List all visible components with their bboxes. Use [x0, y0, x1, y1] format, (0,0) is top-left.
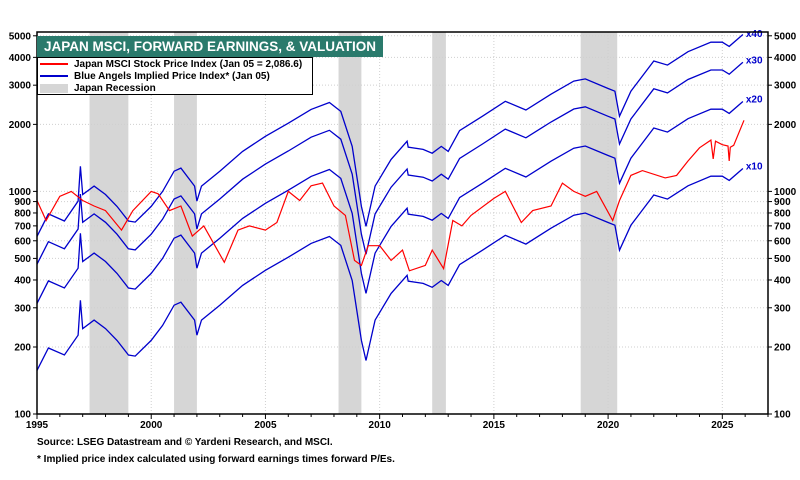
x-tick-label: 2005: [254, 420, 277, 431]
y-tick-label-left: 100: [14, 410, 31, 421]
recession-band: [89, 32, 129, 414]
axes: 100 100 200 200 300 300 400 400 500 500 600 600 700 7…: [9, 31, 797, 431]
y-tick-label-left: 600: [14, 236, 31, 247]
multiple-label: x20: [746, 94, 763, 105]
y-tick-label-left: 900: [14, 197, 31, 208]
implied-line-x10: [36, 168, 744, 371]
y-tick-label-right: 4000: [774, 53, 797, 64]
multiple-label: x30: [746, 55, 763, 66]
y-tick-label-left: 1000: [9, 187, 32, 198]
y-tick-label-left: 200: [14, 342, 31, 353]
y-tick-label-left: 300: [14, 303, 31, 314]
recession-band: [338, 32, 362, 414]
y-tick-label-right: 100: [774, 410, 791, 421]
x-tick-label: 2015: [483, 420, 506, 431]
legend-item-stock: Japan MSCI Stock Price Index (Jan 05 = 2…: [38, 58, 312, 70]
legend: Japan MSCI Stock Price Index (Jan 05 = 2…: [37, 57, 313, 95]
y-tick-label-right: 1000: [774, 187, 797, 198]
y-tick-label-left: 800: [14, 208, 31, 219]
y-tick-label-right: 300: [774, 303, 791, 314]
y-tick-label-right: 200: [774, 342, 791, 353]
recession-band: [432, 32, 446, 414]
legend-label: Japan Recession: [74, 82, 156, 94]
x-tick-label: 2020: [597, 420, 620, 431]
x-tick-label: 2000: [140, 420, 163, 431]
implied-line-x30: [36, 61, 744, 265]
legend-item-recession: Japan Recession: [38, 82, 312, 94]
multiple-label: x40: [746, 29, 763, 40]
y-tick-label-left: 400: [14, 275, 31, 286]
y-tick-label-right: 2000: [774, 120, 797, 131]
series: x10 x20 x30 x40: [36, 29, 763, 371]
stock-index-line: [36, 120, 745, 272]
legend-label: Blue Angels Implied Price Index* (Jan 05…: [74, 70, 270, 82]
chart-title: JAPAN MSCI, FORWARD EARNINGS, & VALUATIO…: [37, 36, 383, 57]
recession-band: [580, 32, 618, 414]
x-tick-label: 2025: [711, 420, 734, 431]
footnote: * Implied price index calculated using f…: [37, 454, 395, 465]
legend-label: Japan MSCI Stock Price Index (Jan 05 = 2…: [74, 58, 303, 70]
recession-bands: [89, 32, 618, 414]
legend-swatch-blue: [40, 75, 68, 77]
y-tick-label-right: 5000: [774, 31, 797, 42]
y-tick-label-left: 500: [14, 254, 31, 265]
source-note: Source: LSEG Datastream and © Yardeni Re…: [37, 437, 333, 448]
implied-line-x40: [36, 34, 744, 237]
legend-swatch-red: [40, 63, 68, 65]
recession-band: [174, 32, 197, 414]
multiple-label: x10: [746, 162, 763, 173]
y-tick-label-right: 600: [774, 236, 791, 247]
legend-swatch-gray: [40, 83, 68, 93]
x-tick-label: 1995: [26, 420, 49, 431]
y-tick-label-right: 900: [774, 197, 791, 208]
y-tick-label-right: 700: [774, 221, 791, 232]
y-tick-label-right: 800: [774, 208, 791, 219]
y-tick-label-left: 2000: [9, 120, 32, 131]
y-tick-label-left: 5000: [9, 31, 32, 42]
y-tick-label-left: 3000: [9, 81, 32, 92]
y-tick-label-right: 3000: [774, 81, 797, 92]
legend-item-implied: Blue Angels Implied Price Index* (Jan 05…: [38, 70, 312, 82]
implied-line-x20: [36, 101, 744, 304]
y-tick-label-right: 500: [774, 254, 791, 265]
plot-frame: [36, 31, 769, 415]
y-tick-label-left: 700: [14, 221, 31, 232]
y-tick-label-right: 400: [774, 275, 791, 286]
x-tick-label: 2010: [369, 420, 392, 431]
y-tick-label-left: 4000: [9, 53, 32, 64]
